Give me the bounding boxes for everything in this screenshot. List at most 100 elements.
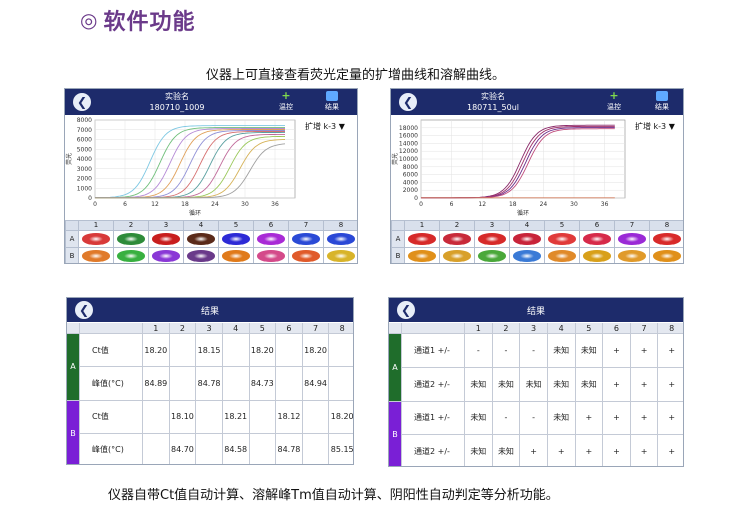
well-cell[interactable] [149,231,183,247]
y-tick-label: 7000 [77,127,92,134]
y-axis-label: 荧光 [65,153,73,165]
table-cell: 未知 [520,367,547,401]
section-title: ◎ 软件功能 [80,4,195,36]
y-tick-label: 8000 [403,164,418,171]
temp-control-button[interactable]: + 温控 [599,90,629,113]
table-cell: + [603,334,630,367]
table-cell: + [630,401,658,435]
well-cell[interactable] [405,248,439,263]
well-cell[interactable] [289,231,323,247]
well-fluorescence [653,250,681,262]
well-column-header: 5 [219,221,253,230]
well-cell[interactable] [289,248,323,263]
x-tick-label: 30 [570,201,578,208]
table-cell [249,433,276,464]
y-tick-label: 3000 [77,166,92,173]
well-cell[interactable] [219,231,253,247]
well-cell[interactable] [510,231,544,247]
well-cell[interactable] [254,231,288,247]
table-cell: - [520,401,547,435]
well-column-header: 7 [289,221,323,230]
well-cell[interactable] [324,231,357,247]
well-cell[interactable] [615,248,649,263]
well-cell[interactable] [475,231,509,247]
well-fluorescence [257,250,285,262]
back-arrow-icon[interactable]: ❮ [75,301,93,319]
well-cell[interactable] [79,248,113,263]
well-fluorescence [292,233,320,245]
well-cell[interactable] [405,231,439,247]
table-cell: 未知 [575,334,603,367]
result-button[interactable]: 结果 [647,91,677,113]
well-fluorescence [513,250,541,262]
well-cell[interactable] [440,248,474,263]
well-cell[interactable] [79,231,113,247]
table-cell: 未知 [465,367,492,401]
mode-dropdown[interactable]: 扩增 k-3 ▼ [305,121,345,132]
mode-dropdown[interactable]: 扩增 k-3 ▼ [635,121,675,132]
well-cell[interactable] [650,231,683,247]
column-header: 7 [302,323,329,333]
table-cell: 84.78 [276,433,302,464]
result-table: 1 2 3 4 5 6 7 8 A 通道1 +/- - - - 未知 未知 + + + 通道2 +/- 未知 未知 未知未… [389,323,683,466]
well-cell[interactable] [510,248,544,263]
table-cell: 84.73 [249,367,276,400]
column-header: 4 [547,323,575,333]
well-column-header: 8 [650,221,683,230]
well-cell[interactable] [324,248,357,263]
well-cell[interactable] [149,248,183,263]
y-tick-label: 12000 [399,148,418,155]
well-column-header: 6 [254,221,288,230]
back-arrow-icon[interactable]: ❮ [397,301,415,319]
well-fluorescence [478,233,506,245]
well-cell[interactable] [184,248,218,263]
table-cell: + [603,435,630,466]
column-header: 2 [492,323,520,333]
table-cell: - [492,334,520,367]
well-cell[interactable] [650,248,683,263]
well-cell[interactable] [440,231,474,247]
y-tick-label: 5000 [77,146,92,153]
well-cell[interactable] [254,248,288,263]
table-cell: 未知 [492,367,520,401]
well-column-header: 4 [184,221,218,230]
well-fluorescence [82,250,110,262]
table-cell: 84.78 [196,367,222,400]
column-header: 5 [575,323,603,333]
experiment-name: 180710_1009 [149,103,205,112]
well-cell[interactable] [545,231,579,247]
well-fluorescence [443,250,471,262]
table-cell: - [520,334,547,367]
well-cell[interactable] [114,231,148,247]
temp-control-button[interactable]: + 温控 [271,90,301,113]
well-cell[interactable] [219,248,253,263]
well-fluorescence [618,233,646,245]
y-tick-label: 10000 [399,156,418,163]
well-cell[interactable] [184,231,218,247]
table-cell [329,334,353,367]
well-cell[interactable] [545,248,579,263]
well-cell[interactable] [475,248,509,263]
x-tick-label: 18 [509,201,517,208]
column-header: 4 [222,323,249,333]
back-arrow-icon[interactable]: ❮ [73,93,91,111]
well-cell[interactable] [580,231,614,247]
result-button[interactable]: 结果 [317,91,347,113]
well-cell[interactable] [114,248,148,263]
y-tick-label: 16000 [399,133,418,140]
table-cell: + [547,435,575,466]
well-fluorescence [618,250,646,262]
back-arrow-icon[interactable]: ❮ [399,93,417,111]
well-fluorescence [583,233,611,245]
table-cell [196,400,222,433]
caption-bottom: 仪器自带Ct值自动计算、溶解峰Tm值自动计算、阴阳性自动判定等分析功能。 [108,488,559,503]
y-tick-label: 2000 [403,187,418,194]
well-corner [392,221,404,230]
well-cell[interactable] [580,248,614,263]
table-cell [143,433,169,464]
column-header: 3 [196,323,222,333]
well-cell[interactable] [615,231,649,247]
result-screen-2: ❮ 结果 1 2 3 4 5 6 7 8 A 通道1 +/- - - - 未知 未知 + + + 通道2 +/- 未知… [388,297,684,467]
table-cell: 18.15 [196,334,222,367]
